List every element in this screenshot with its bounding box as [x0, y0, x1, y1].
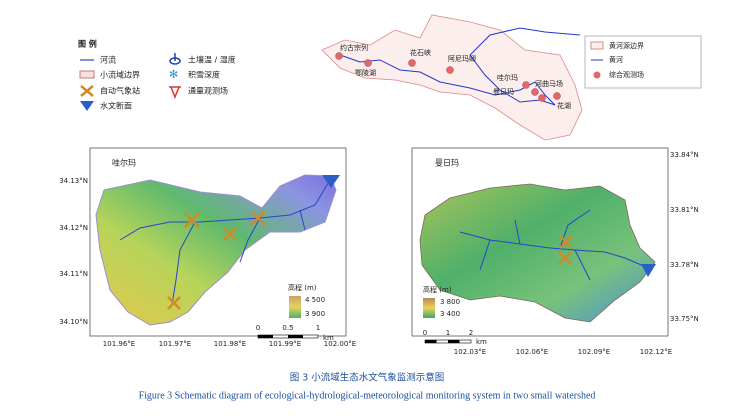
- legend-title: 图 例: [78, 39, 97, 49]
- caption-en: Figure 3 Schematic diagram of ecological…: [139, 390, 596, 401]
- elev-label: 3 800: [440, 298, 460, 306]
- hydro-section: [322, 175, 340, 188]
- lat-label: 34.10°N: [59, 318, 88, 326]
- scale-bar: [425, 340, 437, 343]
- station: [553, 92, 561, 100]
- left-map: 哇尔玛 34.13°N 34.12°N 34.11°N 34.10°N 101.…: [59, 147, 356, 348]
- lat-label: 34.11°N: [59, 270, 88, 278]
- scale-unit: km: [323, 334, 334, 342]
- watershed: [419, 183, 656, 323]
- lon-label: 102.00°E: [324, 340, 356, 348]
- lon-label: 102.03°E: [454, 348, 486, 356]
- legend-item: 自动气象站: [100, 86, 140, 96]
- elev-bar: [423, 298, 435, 318]
- legend-item: 综合观测场: [609, 70, 644, 79]
- hydro-symbol: [80, 101, 94, 111]
- scale-bar: [258, 335, 273, 338]
- scale-label: 0: [423, 329, 427, 337]
- overview-legend: [584, 35, 702, 89]
- station: [538, 94, 546, 102]
- lon-label: 101.99°E: [269, 340, 301, 348]
- scale-unit: km: [476, 338, 487, 346]
- legend-item: 河流: [100, 55, 116, 65]
- lat-label: 34.12°N: [59, 224, 88, 232]
- place-label: 河曲马场: [535, 79, 563, 88]
- weather-station: [167, 210, 266, 310]
- station: [531, 88, 539, 96]
- place-label: 花湖: [557, 101, 571, 110]
- station-symbol: [593, 71, 601, 79]
- station: [446, 66, 454, 74]
- scale-bar: [448, 340, 460, 343]
- place-label: 曼日玛: [493, 88, 514, 96]
- lat-label: 34.13°N: [59, 177, 88, 185]
- river: [459, 209, 649, 281]
- legend-item: 黄河源边界: [609, 41, 644, 50]
- right-map: 曼日玛 33.84°N 33.81°N 33.78°N 33.75°N 102.…: [411, 147, 699, 356]
- scale-label: 0.5: [282, 324, 293, 332]
- place-label: 约古宗列: [340, 43, 368, 52]
- lon-label: 101.98°E: [214, 340, 246, 348]
- snow-symbol: ✻: [169, 68, 178, 81]
- basin-symbol: [590, 41, 604, 50]
- place-label: 花石峡: [410, 48, 431, 57]
- scale-bar: [288, 335, 303, 338]
- elev-label: 3 900: [305, 310, 325, 318]
- scale-label: 2: [469, 329, 473, 337]
- map-title: 哇尔玛: [112, 158, 136, 168]
- boundary-symbol: [79, 70, 95, 79]
- basin-boundary: [321, 14, 583, 141]
- lon-label: 101.96°E: [103, 340, 135, 348]
- map-title: 曼日玛: [435, 159, 459, 168]
- elev-title: 高程 (m): [423, 285, 452, 294]
- elev-label: 4 500: [305, 296, 325, 304]
- river: [119, 179, 331, 306]
- lon-label: 102.09°E: [578, 348, 610, 356]
- place-label: 哇尔玛: [497, 73, 518, 82]
- legend-item: 土壤温 / 湿度: [188, 55, 236, 65]
- station: [364, 59, 372, 67]
- hydro-section: [641, 264, 656, 277]
- elev-title: 高程 (m): [288, 283, 317, 292]
- flux-symbol: [169, 86, 181, 100]
- overview-map: 约古宗列 花石峡 阿尼玛卿 鄂陵湖 哇尔玛 河曲马场 曼日玛 花湖 黄河源边界 …: [321, 14, 702, 141]
- station: [335, 52, 343, 60]
- place-label: 阿尼玛卿: [448, 54, 476, 63]
- legend-item: 小流域边界: [100, 70, 140, 80]
- lon-label: 102.06°E: [516, 348, 548, 356]
- weather-symbol: [80, 85, 94, 97]
- scale-label: 1: [316, 324, 320, 332]
- weather-station: [558, 235, 573, 265]
- yellow-river: [339, 27, 581, 106]
- station: [408, 59, 416, 67]
- legend-item: 通量观测场: [188, 86, 228, 96]
- legend: 图 例 河流 小流域边界 自动气象站 水文断面 土壤温 / 湿度 ✻ 积雪深度 …: [78, 39, 236, 111]
- legend-item: 积雪深度: [188, 70, 220, 80]
- lat-label: 33.78°N: [670, 261, 699, 269]
- watershed: [95, 174, 337, 326]
- lat-label: 33.81°N: [670, 206, 699, 214]
- elev-bar: [289, 296, 301, 318]
- caption-cn: 图 3 小流域生态水文气象监测示意图: [290, 372, 445, 384]
- lon-label: 101.97°E: [159, 340, 191, 348]
- scale-label: 0: [256, 324, 260, 332]
- legend-item: 水文断面: [100, 101, 132, 111]
- legend-item: 黄河: [609, 55, 623, 64]
- scale-label: 1: [446, 329, 450, 337]
- lat-label: 33.75°N: [670, 315, 699, 323]
- place-label: 鄂陵湖: [355, 68, 376, 77]
- elev-label: 3 400: [440, 310, 460, 318]
- station: [522, 81, 530, 89]
- lon-label: 102.12°E: [640, 348, 672, 356]
- lat-label: 33.84°N: [670, 151, 699, 159]
